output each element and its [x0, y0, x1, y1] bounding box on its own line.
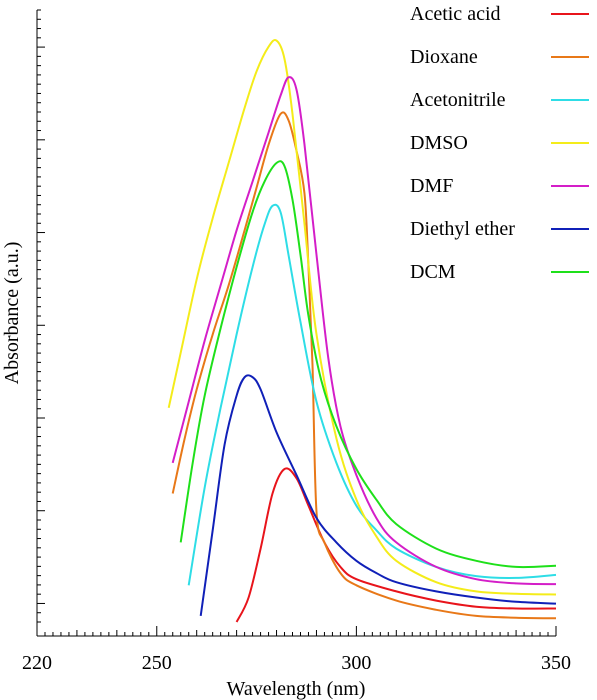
- x-axis-title: Wavelength (nm): [227, 678, 366, 700]
- series-line-dcm: [179, 160, 557, 569]
- x-tick-label: 250: [142, 652, 172, 674]
- series-lines: [167, 38, 557, 623]
- legend-label-diethyl-ether: Diethyl ether: [410, 218, 515, 240]
- series-line-dmf: [171, 76, 557, 586]
- x-tick-labels: 220 250 300 350: [22, 652, 571, 674]
- legend-label-dmf: DMF: [410, 175, 453, 197]
- legend-label-acetic-acid: Acetic acid: [410, 3, 501, 25]
- series-line-diethyl-ether: [199, 374, 557, 617]
- x-tick-label: 220: [22, 652, 52, 674]
- series-line-dmso: [167, 38, 557, 596]
- legend: Acetic acid Dioxane Acetonitrile DMSO DMF Die…: [410, 3, 589, 283]
- y-axis-title: Absorbance (a.u.): [1, 242, 23, 385]
- legend-label-dcm: DCM: [410, 261, 456, 283]
- x-tick-label: 350: [541, 652, 571, 674]
- series-line-dioxane: [171, 111, 557, 620]
- legend-label-acetonitrile: Acetonitrile: [410, 89, 506, 111]
- legend-label-dmso: DMSO: [410, 132, 468, 154]
- x-tick-label: 300: [341, 652, 371, 674]
- axes: [36, 9, 557, 637]
- series-line-acetic-acid: [235, 467, 557, 623]
- legend-label-dioxane: Dioxane: [410, 46, 478, 68]
